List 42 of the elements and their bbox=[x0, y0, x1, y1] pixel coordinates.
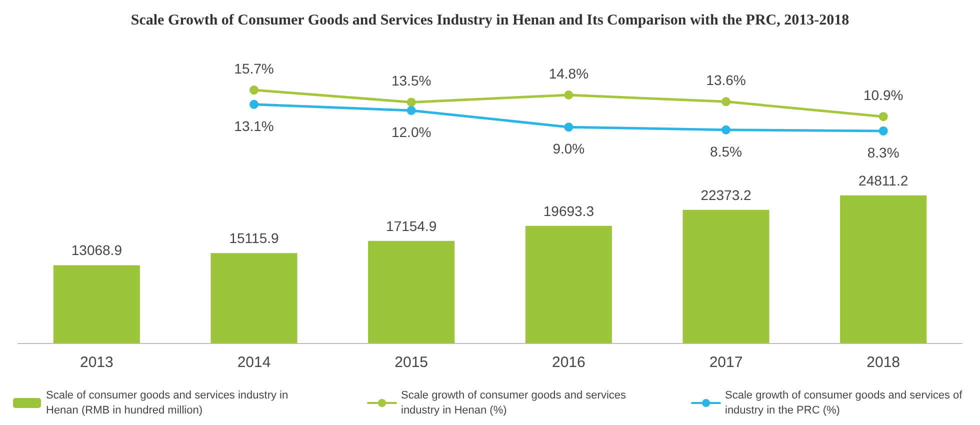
bar bbox=[840, 195, 927, 343]
data-label: 14.8% bbox=[548, 66, 589, 82]
point bbox=[722, 125, 730, 134]
data-label: 12.0% bbox=[391, 124, 432, 140]
data-label: 13.5% bbox=[391, 72, 432, 89]
legend-label: Scale growth of consumer goods and services of industry in the PRC (%) bbox=[725, 390, 966, 416]
data-label: 13.1% bbox=[234, 118, 274, 134]
point bbox=[250, 86, 258, 95]
point bbox=[564, 122, 574, 132]
bar bbox=[210, 253, 298, 343]
data-label: 17154.9 bbox=[386, 218, 437, 234]
data-label: 19693.3 bbox=[543, 202, 594, 219]
data-label: 8.5% bbox=[710, 143, 742, 160]
point bbox=[564, 90, 574, 100]
data-label: 13068.9 bbox=[71, 242, 122, 258]
point bbox=[878, 112, 888, 122]
data-label: 22373.2 bbox=[700, 186, 752, 203]
point bbox=[878, 126, 888, 136]
bar bbox=[53, 265, 140, 343]
bar bbox=[525, 226, 612, 343]
data-label: 10.9% bbox=[863, 87, 904, 104]
chart-title: Scale Growth of Consumer Goods and Services Industry in Henan and Its Comparison with the PRC, 2013-2018 bbox=[130, 12, 850, 28]
bar bbox=[682, 210, 770, 343]
x-tick-label: 2016 bbox=[552, 354, 586, 371]
data-label: 15.7% bbox=[234, 60, 274, 77]
legend-label: Scale growth of consumer goods and services industry in Henan (%) bbox=[401, 390, 630, 416]
x-tick-label: 2013 bbox=[80, 354, 114, 371]
x-tick-label: 2018 bbox=[866, 354, 900, 371]
legend-label: Scale of consumer goods and services industry in Henan (RMB in hundred million) bbox=[46, 390, 292, 416]
point bbox=[722, 97, 730, 106]
x-tick-label: 2014 bbox=[237, 354, 271, 371]
data-label: 9.0% bbox=[552, 140, 585, 157]
x-tick-label: 2015 bbox=[394, 354, 428, 371]
x-tick-label: 2017 bbox=[709, 354, 743, 371]
point bbox=[406, 98, 416, 107]
point bbox=[250, 100, 258, 109]
bar bbox=[368, 240, 455, 343]
data-label: 24811.2 bbox=[858, 172, 908, 188]
data-label: 13.6% bbox=[706, 72, 746, 88]
point bbox=[406, 106, 416, 115]
data-label: 8.3% bbox=[867, 144, 900, 160]
data-label: 15115.9 bbox=[229, 230, 279, 246]
